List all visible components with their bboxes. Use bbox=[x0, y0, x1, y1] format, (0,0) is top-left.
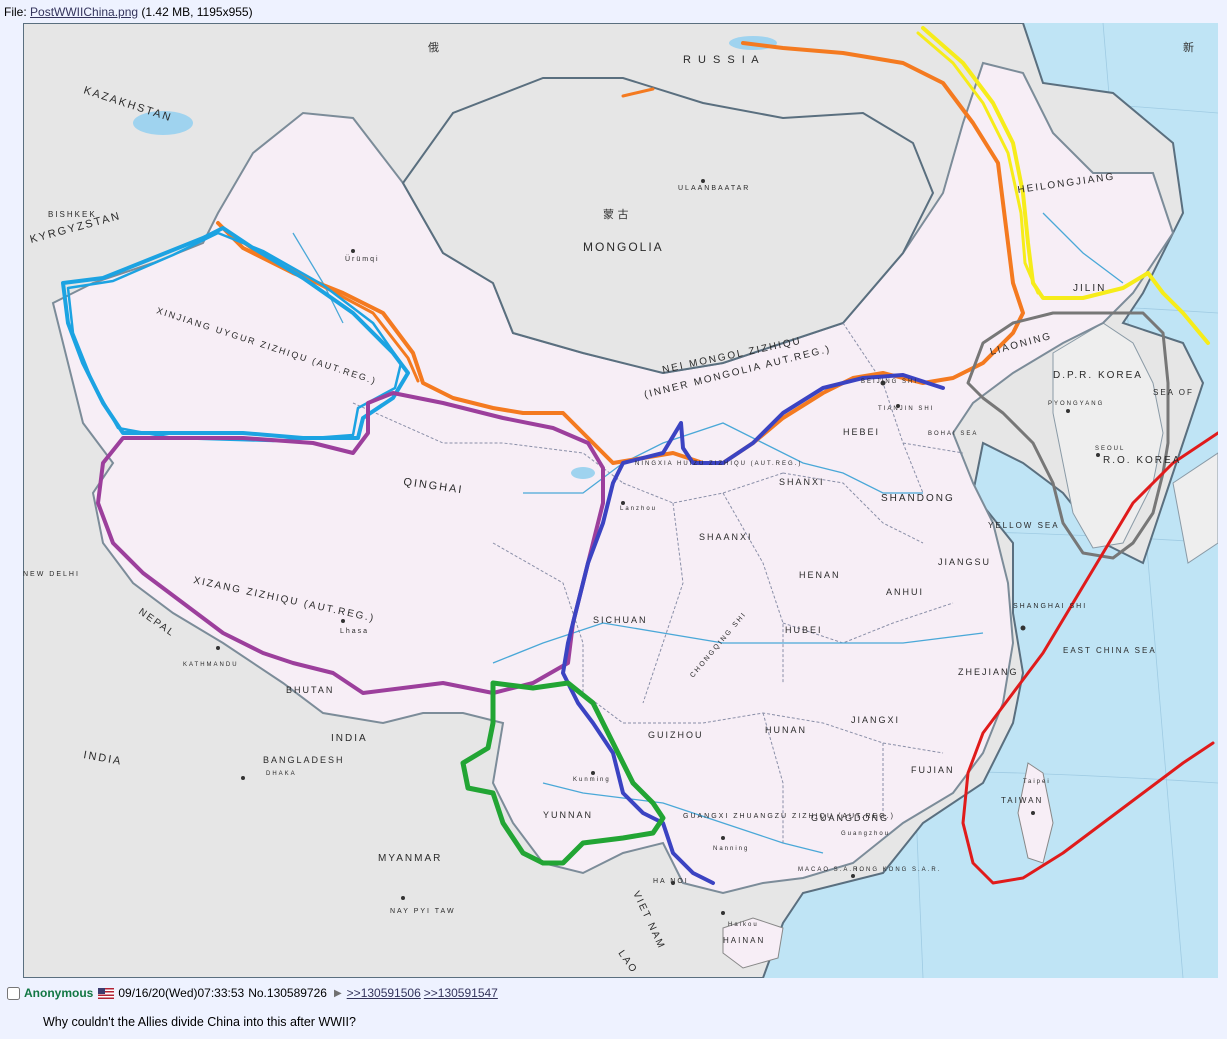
post-image[interactable]: KAZAKHSTAN KYRGYZSTAN BISHKEK R U S S I … bbox=[23, 23, 1218, 978]
label-shaanxi: SHAANXI bbox=[699, 532, 753, 542]
label-cn-top: 新 bbox=[1183, 40, 1194, 54]
label-hongkong: HONG KONG S.A.R. bbox=[853, 867, 941, 873]
cyan-line-2 bbox=[66, 231, 403, 443]
label-bishkek: BISHKEK bbox=[48, 210, 97, 219]
label-haikou: Haikou bbox=[728, 922, 759, 928]
label-kunming: Kunming bbox=[573, 777, 611, 783]
label-guangdong: GUANGDONG bbox=[811, 813, 889, 823]
label-shandong: SHANDONG bbox=[881, 493, 955, 504]
green-line bbox=[460, 680, 666, 866]
label-mongolia: MONGOLIA bbox=[583, 240, 664, 254]
post-menu-arrow-icon[interactable]: ▶ bbox=[333, 987, 342, 999]
mongolia-land bbox=[401, 77, 935, 375]
label-cn-mongolia: 蒙 古 bbox=[603, 208, 629, 221]
china-map: KAZAKHSTAN KYRGYZSTAN BISHKEK R U S S I … bbox=[23, 23, 1218, 978]
orange-line-3 bbox=[621, 87, 655, 98]
label-hainan: HAINAN bbox=[723, 936, 765, 945]
label-hunan: HUNAN bbox=[765, 725, 807, 735]
post-number[interactable]: No.130589726 bbox=[248, 986, 327, 1000]
province-borders bbox=[352, 322, 964, 843]
label-kathmandu: KATHMANDU bbox=[183, 662, 239, 668]
post-datetime: 09/16/20(Wed)07:33:53 bbox=[118, 986, 245, 1000]
qinghai-lake bbox=[571, 467, 595, 479]
label-east-china-sea: EAST CHINA SEA bbox=[1063, 646, 1157, 655]
poster-name: Anonymous bbox=[24, 986, 94, 1000]
label-guizhou: GUIZHOU bbox=[648, 730, 704, 740]
label-shanghai: SHANGHAI SHI bbox=[1013, 603, 1087, 610]
label-jiangxi: JIANGXI bbox=[851, 715, 900, 725]
label-dhaka: DHAKA bbox=[266, 771, 297, 777]
label-beijing: BEIJING SHI bbox=[861, 379, 918, 385]
label-seoul: SEOUL bbox=[1095, 446, 1125, 452]
city-dots bbox=[216, 179, 1100, 915]
file-link[interactable]: PostWWIIChina.png bbox=[30, 5, 139, 19]
label-hebei: HEBEI bbox=[843, 427, 880, 437]
label-sea-of: SEA OF bbox=[1153, 388, 1194, 397]
orange-line bbox=[216, 41, 1025, 465]
label-guangxi: GUANGXI ZHUANGZU ZIZHIQU (AUT.REG.) bbox=[683, 813, 895, 820]
backlink-2[interactable]: >>130591547 bbox=[423, 986, 498, 1000]
label-macao: MACAO S.A.R. bbox=[798, 867, 863, 873]
label-new-delhi: NEW DELHI bbox=[23, 571, 80, 578]
label-lanzhou: Lanzhou bbox=[620, 506, 657, 512]
label-urumqi: Ürümqi bbox=[345, 255, 380, 263]
label-lhasa: Lhasa bbox=[340, 628, 369, 635]
label-taiwan: TAIWAN bbox=[1001, 796, 1043, 805]
label-tianjin: TIANJIN SHI bbox=[878, 406, 934, 412]
label-guangzhou: Guangzhou bbox=[841, 831, 890, 837]
label-india-region: INDIA bbox=[331, 733, 368, 744]
korea-land bbox=[1052, 322, 1164, 549]
label-cn-russia: 俄 bbox=[428, 41, 439, 54]
label-hubei: HUBEI bbox=[785, 625, 823, 635]
taiwan-land bbox=[1017, 762, 1054, 864]
label-sichuan: SICHUAN bbox=[593, 615, 648, 625]
label-myanmar: MYANMAR bbox=[378, 853, 442, 864]
label-pyongyang: PYONGYANG bbox=[1048, 401, 1104, 407]
gray-line bbox=[966, 311, 1170, 560]
balkhash-lake bbox=[133, 111, 193, 135]
label-yellow-sea: YELLOW SEA bbox=[988, 521, 1060, 530]
japan-land bbox=[1172, 452, 1218, 564]
label-zhejiang: ZHEJIANG bbox=[958, 667, 1019, 677]
file-info: File: PostWWIIChina.png (1.42 MB, 1195x9… bbox=[4, 5, 253, 19]
red-line bbox=[961, 431, 1218, 885]
label-rok: R.O. KOREA bbox=[1103, 455, 1181, 466]
blue-line bbox=[561, 373, 945, 885]
label-bhutan: BHUTAN bbox=[286, 685, 334, 695]
label-jilin: JILIN bbox=[1073, 283, 1106, 294]
label-yunnan: YUNNAN bbox=[543, 810, 593, 820]
label-dprk: D.P.R. KOREA bbox=[1053, 370, 1143, 381]
label-bangladesh: BANGLADESH bbox=[263, 755, 345, 765]
label-nay-pyi-taw: NAY PYI TAW bbox=[390, 908, 456, 915]
label-anhui: ANHUI bbox=[886, 587, 924, 597]
label-henan: HENAN bbox=[799, 570, 841, 580]
file-prefix: File: bbox=[4, 5, 27, 19]
label-bohai-sea: BOHAI SEA bbox=[928, 431, 978, 437]
label-russia: R U S S I A bbox=[683, 54, 761, 66]
post-header: Anonymous 09/16/20(Wed)07:33:53 No.13058… bbox=[7, 986, 501, 1000]
backlink-1[interactable]: >>130591506 bbox=[346, 986, 421, 1000]
drawn-borders bbox=[61, 26, 1218, 885]
label-nanning: Nanning bbox=[713, 846, 749, 852]
label-taipei: Taipei bbox=[1023, 779, 1051, 785]
file-meta: (1.42 MB, 1195x955) bbox=[141, 5, 253, 19]
label-fujian: FUJIAN bbox=[911, 765, 955, 775]
yellow-line-2 bbox=[916, 31, 1040, 295]
label-shanxi: SHANXI bbox=[779, 477, 825, 487]
label-jiangsu: JIANGSU bbox=[938, 557, 991, 567]
hainan-land bbox=[722, 917, 784, 969]
label-ha-noi: HA NOI bbox=[653, 878, 689, 885]
post-message: Why couldn't the Allies divide China int… bbox=[43, 1015, 356, 1029]
label-ulaanbaatar: ULAANBAATAR bbox=[678, 185, 750, 192]
label-ningxia: NINGXIA HUIZU ZIZHIQU (AUT.REG.) bbox=[635, 461, 802, 467]
us-flag-icon bbox=[98, 987, 115, 999]
post-checkbox[interactable] bbox=[7, 986, 20, 1000]
